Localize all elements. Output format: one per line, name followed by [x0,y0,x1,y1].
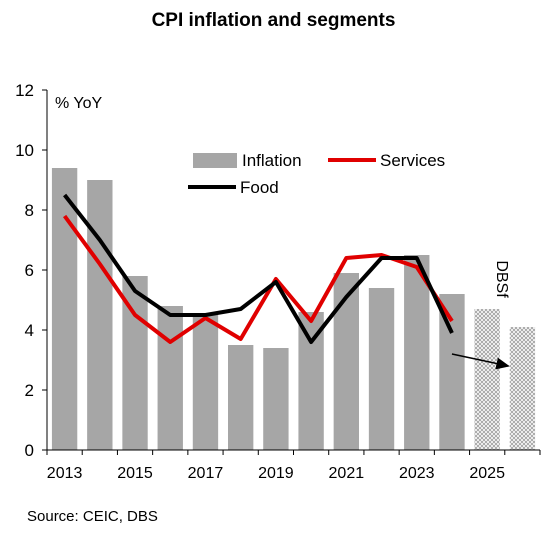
inflation-bar [263,348,289,450]
inflation-bar [51,168,78,450]
x-tick-label: 2025 [469,465,505,482]
source-note: Source: CEIC, DBS [27,508,158,525]
x-tick-label: 2019 [258,465,294,482]
y-tick-label: 2 [25,381,34,400]
y-tick-label: 4 [25,321,34,340]
x-tick-label: 2015 [117,465,153,482]
x-tick-label: 2023 [399,465,435,482]
series-line-food [63,193,454,344]
legend-swatch-inflation [193,153,237,168]
forecast-label: DBSf [493,260,510,298]
inflation-bar [404,255,430,450]
legend-label-inflation: Inflation [242,151,302,170]
x-tick-label: 2013 [47,465,83,482]
inflation-bar [368,288,395,450]
y-tick-label: 6 [25,261,34,280]
forecast-arrow [451,353,510,370]
legend-label-services: Services [380,151,445,170]
legend-label-food: Food [240,178,279,197]
forecast-bar [474,309,500,450]
x-tick-label: 2017 [188,465,224,482]
inflation-bar [298,312,324,450]
inflation-bar [157,306,183,450]
inflation-bar [192,315,219,450]
y-axis-unit: % YoY [55,95,102,112]
forecast-bar [509,327,536,450]
y-tick-label: 0 [25,441,34,460]
inflation-bar [333,273,359,450]
inflation-bar [228,345,254,450]
y-tick-label: 10 [15,141,34,160]
chart-title: CPI inflation and segments [151,10,396,31]
y-tick-label: 8 [25,201,34,220]
x-tick-label: 2021 [329,465,365,482]
y-tick-label: 12 [15,81,34,100]
inflation-bar [87,180,113,450]
